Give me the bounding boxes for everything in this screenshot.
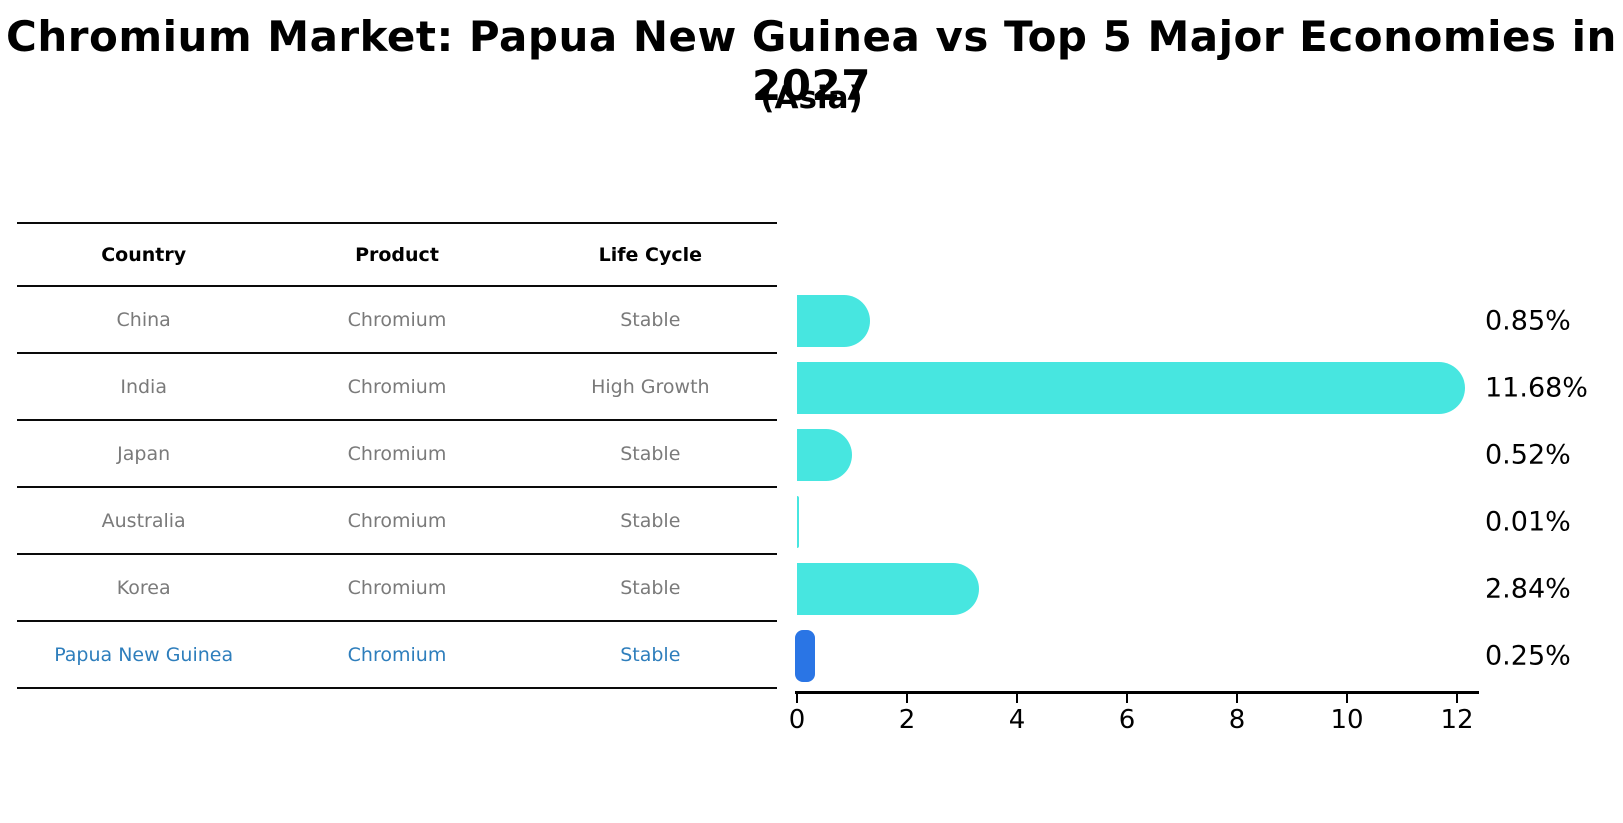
value-label: 11.68%	[1485, 372, 1588, 403]
table-row-korea: Korea Chromium Stable	[17, 555, 777, 622]
x-axis-tick	[1236, 693, 1238, 703]
cell-life-cycle: Stable	[620, 576, 681, 599]
bar-korea	[797, 562, 980, 615]
x-axis-tick	[796, 693, 798, 703]
value-label: 0.25%	[1485, 640, 1571, 671]
column-header-product: Product	[355, 243, 439, 266]
x-axis-tick	[1346, 693, 1348, 703]
table-row-china: China Chromium Stable	[17, 287, 777, 354]
x-axis-tick-label: 8	[1228, 705, 1246, 735]
column-header-life-cycle: Life Cycle	[598, 243, 703, 266]
value-label: 2.84%	[1485, 573, 1571, 604]
table-row-japan: Japan Chromium Stable	[17, 421, 777, 488]
x-axis-tick-label: 4	[1008, 705, 1026, 735]
table-header-row: Country Product Life Cycle	[17, 222, 777, 287]
chart-title: Chromium Market: Papua New Guinea vs Top…	[6, 12, 1617, 110]
chart-subtitle: (Asia)	[760, 80, 863, 116]
x-axis-tick	[906, 693, 908, 703]
x-axis-tick-label: 10	[1330, 705, 1364, 735]
column-header-country: Country	[101, 243, 187, 266]
bar-china	[797, 294, 870, 347]
bar-india	[797, 361, 1466, 414]
x-axis-tick	[1016, 693, 1018, 703]
x-axis-tick	[1456, 693, 1458, 703]
value-label: 0.52%	[1485, 439, 1571, 470]
bar-japan	[797, 428, 852, 481]
x-axis-tick-label: 12	[1440, 705, 1474, 735]
cell-life-cycle: Stable	[620, 643, 681, 666]
cell-country: Papua New Guinea	[54, 643, 234, 666]
x-axis-tick	[1126, 693, 1128, 703]
table-row-australia: Australia Chromium Stable	[17, 488, 777, 555]
cell-product: Chromium	[347, 375, 447, 398]
cell-country: India	[120, 375, 167, 398]
cell-product: Chromium	[347, 509, 447, 532]
x-axis-line	[795, 691, 1479, 694]
x-axis-tick-label: 0	[788, 705, 806, 735]
bar-papua-new-guinea	[795, 629, 815, 682]
cell-product: Chromium	[347, 643, 447, 666]
cell-country: Korea	[116, 576, 171, 599]
cell-life-cycle: High Growth	[591, 375, 710, 398]
cell-country: Japan	[117, 442, 171, 465]
cell-country: Australia	[101, 509, 186, 532]
value-label: 0.01%	[1485, 506, 1571, 537]
bar-australia	[797, 495, 799, 548]
cell-product: Chromium	[347, 442, 447, 465]
cell-life-cycle: Stable	[620, 442, 681, 465]
cell-product: Chromium	[347, 576, 447, 599]
value-label: 0.85%	[1485, 305, 1571, 336]
x-axis-tick-label: 2	[898, 705, 916, 735]
x-axis-tick-label: 6	[1118, 705, 1136, 735]
cell-life-cycle: Stable	[620, 509, 681, 532]
data-table: Country Product Life Cycle China Chromiu…	[17, 222, 777, 689]
table-row-papua-new-guinea: Papua New Guinea Chromium Stable	[17, 622, 777, 689]
cell-country: China	[116, 308, 171, 331]
cell-product: Chromium	[347, 308, 447, 331]
table-row-india: India Chromium High Growth	[17, 354, 777, 421]
cell-life-cycle: Stable	[620, 308, 681, 331]
